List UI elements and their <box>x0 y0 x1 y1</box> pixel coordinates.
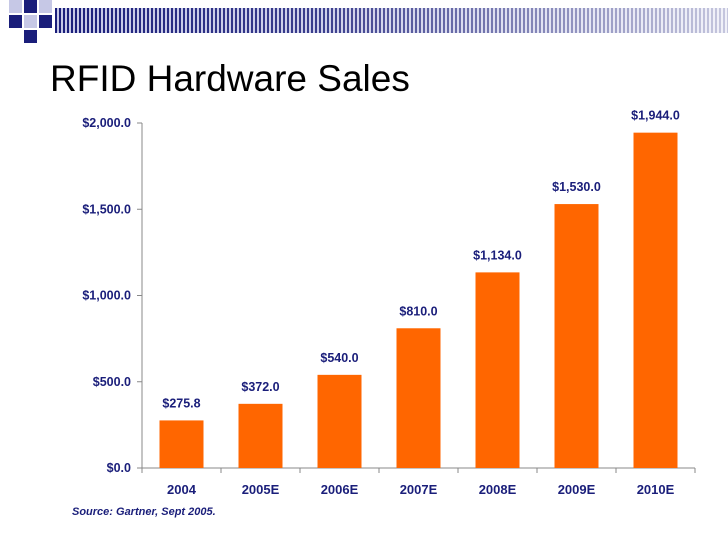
deco-square <box>9 15 22 28</box>
bar <box>554 204 599 468</box>
bar-value-label: $810.0 <box>399 304 437 318</box>
x-tick-label: 2006E <box>321 482 359 497</box>
x-axis: 2004 2005E 2006E 2007E 2008E 2009E 2010E <box>141 467 696 497</box>
x-tick-label: 2009E <box>558 482 596 497</box>
bar <box>238 403 283 468</box>
bar-value-label: $1,530.0 <box>552 180 601 194</box>
deco-square <box>24 0 37 13</box>
deco-square <box>39 15 52 28</box>
deco-square <box>24 30 37 43</box>
bar-value-label: $540.0 <box>320 351 358 365</box>
slide-title: RFID Hardware Sales <box>50 58 410 99</box>
x-tick-label: 2008E <box>479 482 517 497</box>
decorative-squares <box>0 0 52 52</box>
x-tick-label: 2007E <box>400 482 438 497</box>
bar-value-label: $275.8 <box>162 396 200 410</box>
bar <box>159 420 204 468</box>
y-axis: $0.0 $500.0 $1,000.0 $1,500.0 $2,000.0 <box>82 116 143 475</box>
y-tick-label: $500.0 <box>93 375 131 389</box>
bar <box>475 272 520 468</box>
deco-square <box>24 15 37 28</box>
y-tick-label: $0.0 <box>107 461 131 475</box>
bar-value-label: $372.0 <box>241 380 279 394</box>
x-tick-label: 2005E <box>242 482 280 497</box>
data-labels: $275.8 $372.0 $540.0 $810.0 $1,134.0 $1,530.0… <box>162 109 679 411</box>
bar <box>396 328 441 468</box>
deco-square <box>9 0 22 13</box>
x-tick-label: 2010E <box>637 482 675 497</box>
bar <box>317 374 362 468</box>
deco-square <box>39 0 52 13</box>
bar-value-label: $1,944.0 <box>631 109 680 123</box>
bar-value-label: $1,134.0 <box>473 248 522 262</box>
source-note: Source: Gartner, Sept 2005. <box>72 506 216 518</box>
bars <box>159 132 678 468</box>
y-tick-label: $1,500.0 <box>82 202 131 216</box>
y-tick-label: $2,000.0 <box>82 116 131 130</box>
x-tick-label: 2004 <box>167 482 197 497</box>
header-stripe-fade <box>55 8 728 33</box>
bar <box>633 132 678 468</box>
y-tick-label: $1,000.0 <box>82 289 131 303</box>
